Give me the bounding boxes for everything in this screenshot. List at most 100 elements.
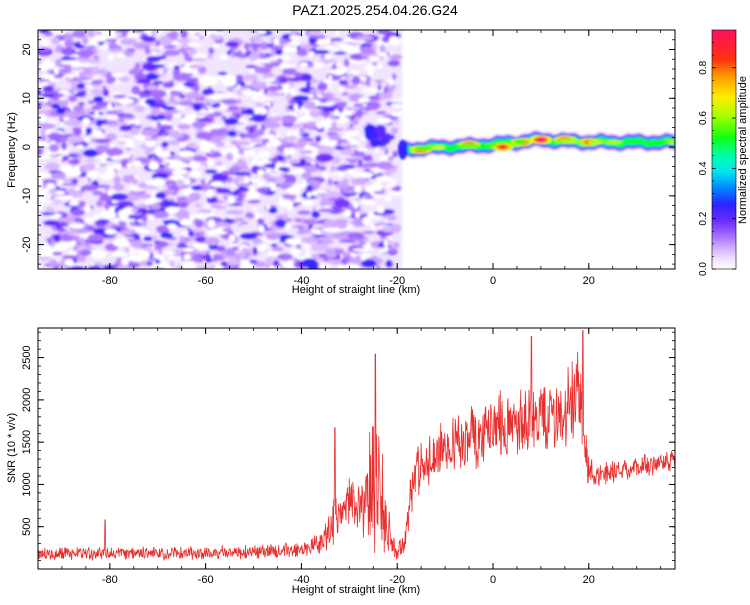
noise-blob bbox=[56, 195, 74, 201]
noise-blob bbox=[382, 251, 390, 256]
noise-blob bbox=[177, 123, 191, 130]
noise-blob bbox=[355, 211, 361, 219]
noise-blob bbox=[52, 251, 63, 256]
noise-blob bbox=[188, 64, 203, 69]
noise-blob bbox=[196, 265, 214, 269]
noise-blob bbox=[56, 107, 66, 115]
noise-blob bbox=[92, 37, 97, 46]
colorbar-ticks: 0.0 0.2 0.4 0.6 0.8 bbox=[698, 42, 736, 276]
noise-blob bbox=[361, 259, 377, 268]
noise-blob bbox=[91, 79, 104, 84]
noise-blob bbox=[153, 210, 170, 219]
noise-blob bbox=[323, 256, 330, 262]
noise-blob bbox=[334, 218, 348, 224]
snr-y-axis-label: SNR (10 * v/v) bbox=[6, 413, 18, 483]
noise-blob bbox=[44, 162, 60, 172]
noise-blob bbox=[263, 121, 281, 129]
noise-blob bbox=[137, 230, 151, 234]
noise-blob bbox=[390, 127, 399, 135]
noise-blob bbox=[326, 97, 341, 101]
noise-blob bbox=[38, 188, 50, 193]
noise-blob bbox=[167, 223, 177, 230]
noise-blob bbox=[268, 207, 278, 214]
noise-blob bbox=[182, 82, 196, 87]
noise-blob bbox=[260, 67, 269, 72]
noise-blob bbox=[68, 95, 78, 102]
noise-blob bbox=[161, 141, 169, 148]
noise-blob bbox=[304, 101, 316, 110]
noise-blob bbox=[207, 229, 218, 237]
noise-blob bbox=[252, 246, 258, 255]
noise-blob bbox=[338, 80, 348, 84]
noise-blob bbox=[179, 218, 193, 226]
noise-blob bbox=[161, 131, 170, 137]
noise-blob bbox=[56, 227, 67, 233]
noise-blob bbox=[148, 257, 158, 261]
noise-blob bbox=[221, 78, 237, 87]
noise-blob bbox=[332, 47, 339, 52]
noise-blob bbox=[285, 237, 304, 246]
snr-background bbox=[38, 328, 675, 569]
noise-blob bbox=[62, 32, 74, 42]
noise-blob bbox=[185, 88, 191, 93]
noise-blob bbox=[117, 118, 125, 122]
noise-blob bbox=[321, 93, 336, 98]
noise-blob bbox=[47, 132, 63, 141]
noise-blob bbox=[375, 111, 387, 115]
noise-blob bbox=[145, 140, 156, 148]
noise-blob bbox=[241, 149, 256, 157]
snr-x-tick-label: -60 bbox=[198, 574, 214, 586]
noise-blob bbox=[360, 53, 366, 58]
noise-blob bbox=[322, 227, 339, 232]
noise-blob bbox=[38, 140, 49, 148]
noise-blob bbox=[294, 167, 306, 174]
noise-blob bbox=[252, 206, 257, 210]
spectrogram-y-tick-label: 10 bbox=[21, 92, 33, 104]
noise-blob bbox=[253, 155, 261, 160]
noise-blob bbox=[119, 38, 137, 46]
noise-blob bbox=[112, 183, 125, 192]
noise-blob bbox=[260, 134, 277, 139]
noise-blob bbox=[144, 98, 156, 106]
noise-blob bbox=[338, 86, 344, 93]
spectrogram-x-axis-label: Height of straight line (km) bbox=[292, 284, 420, 296]
noise-cluster-blob bbox=[378, 138, 391, 145]
noise-blob bbox=[383, 86, 389, 93]
noise-blob bbox=[253, 107, 268, 116]
noise-blob bbox=[352, 199, 359, 209]
noise-cluster-blob bbox=[374, 124, 387, 136]
noise-blob bbox=[172, 70, 181, 76]
noise-blob bbox=[170, 41, 180, 45]
noise-blob bbox=[160, 232, 174, 239]
noise-blob bbox=[292, 95, 310, 101]
noise-blob bbox=[357, 198, 373, 203]
noise-blob bbox=[347, 232, 365, 241]
noise-blob bbox=[38, 58, 43, 64]
noise-blob bbox=[66, 218, 71, 225]
noise-blob bbox=[127, 257, 146, 262]
noise-blob bbox=[184, 52, 190, 61]
noise-blob bbox=[144, 137, 159, 141]
noise-blob bbox=[105, 38, 118, 43]
noise-blob bbox=[40, 38, 50, 47]
noise-blob bbox=[347, 168, 357, 176]
noise-blob bbox=[362, 65, 376, 69]
noise-blob bbox=[270, 116, 284, 122]
noise-blob bbox=[151, 156, 156, 162]
noise-blob bbox=[198, 117, 212, 122]
noise-blob bbox=[155, 192, 167, 200]
noise-blob bbox=[59, 234, 75, 242]
noise-blob bbox=[289, 35, 302, 40]
noise-blob bbox=[286, 129, 292, 137]
spectrogram-ticks: -80 -60 -40 -20 0 20 -20 -10 0 10 20 bbox=[21, 29, 675, 287]
noise-blob bbox=[91, 88, 104, 96]
colorbar-tick-label: 0.8 bbox=[698, 60, 709, 74]
snr-x-tick-label: 0 bbox=[490, 574, 496, 586]
noise-blob bbox=[95, 145, 107, 154]
noise-blob bbox=[58, 68, 67, 73]
noise-blob bbox=[61, 255, 80, 260]
noise-blob bbox=[54, 67, 59, 75]
noise-blob bbox=[57, 179, 64, 185]
noise-blob bbox=[251, 35, 262, 42]
colorbar: 0.0 0.2 0.4 0.6 0.8 Normalized spectral ampl… bbox=[698, 29, 749, 276]
